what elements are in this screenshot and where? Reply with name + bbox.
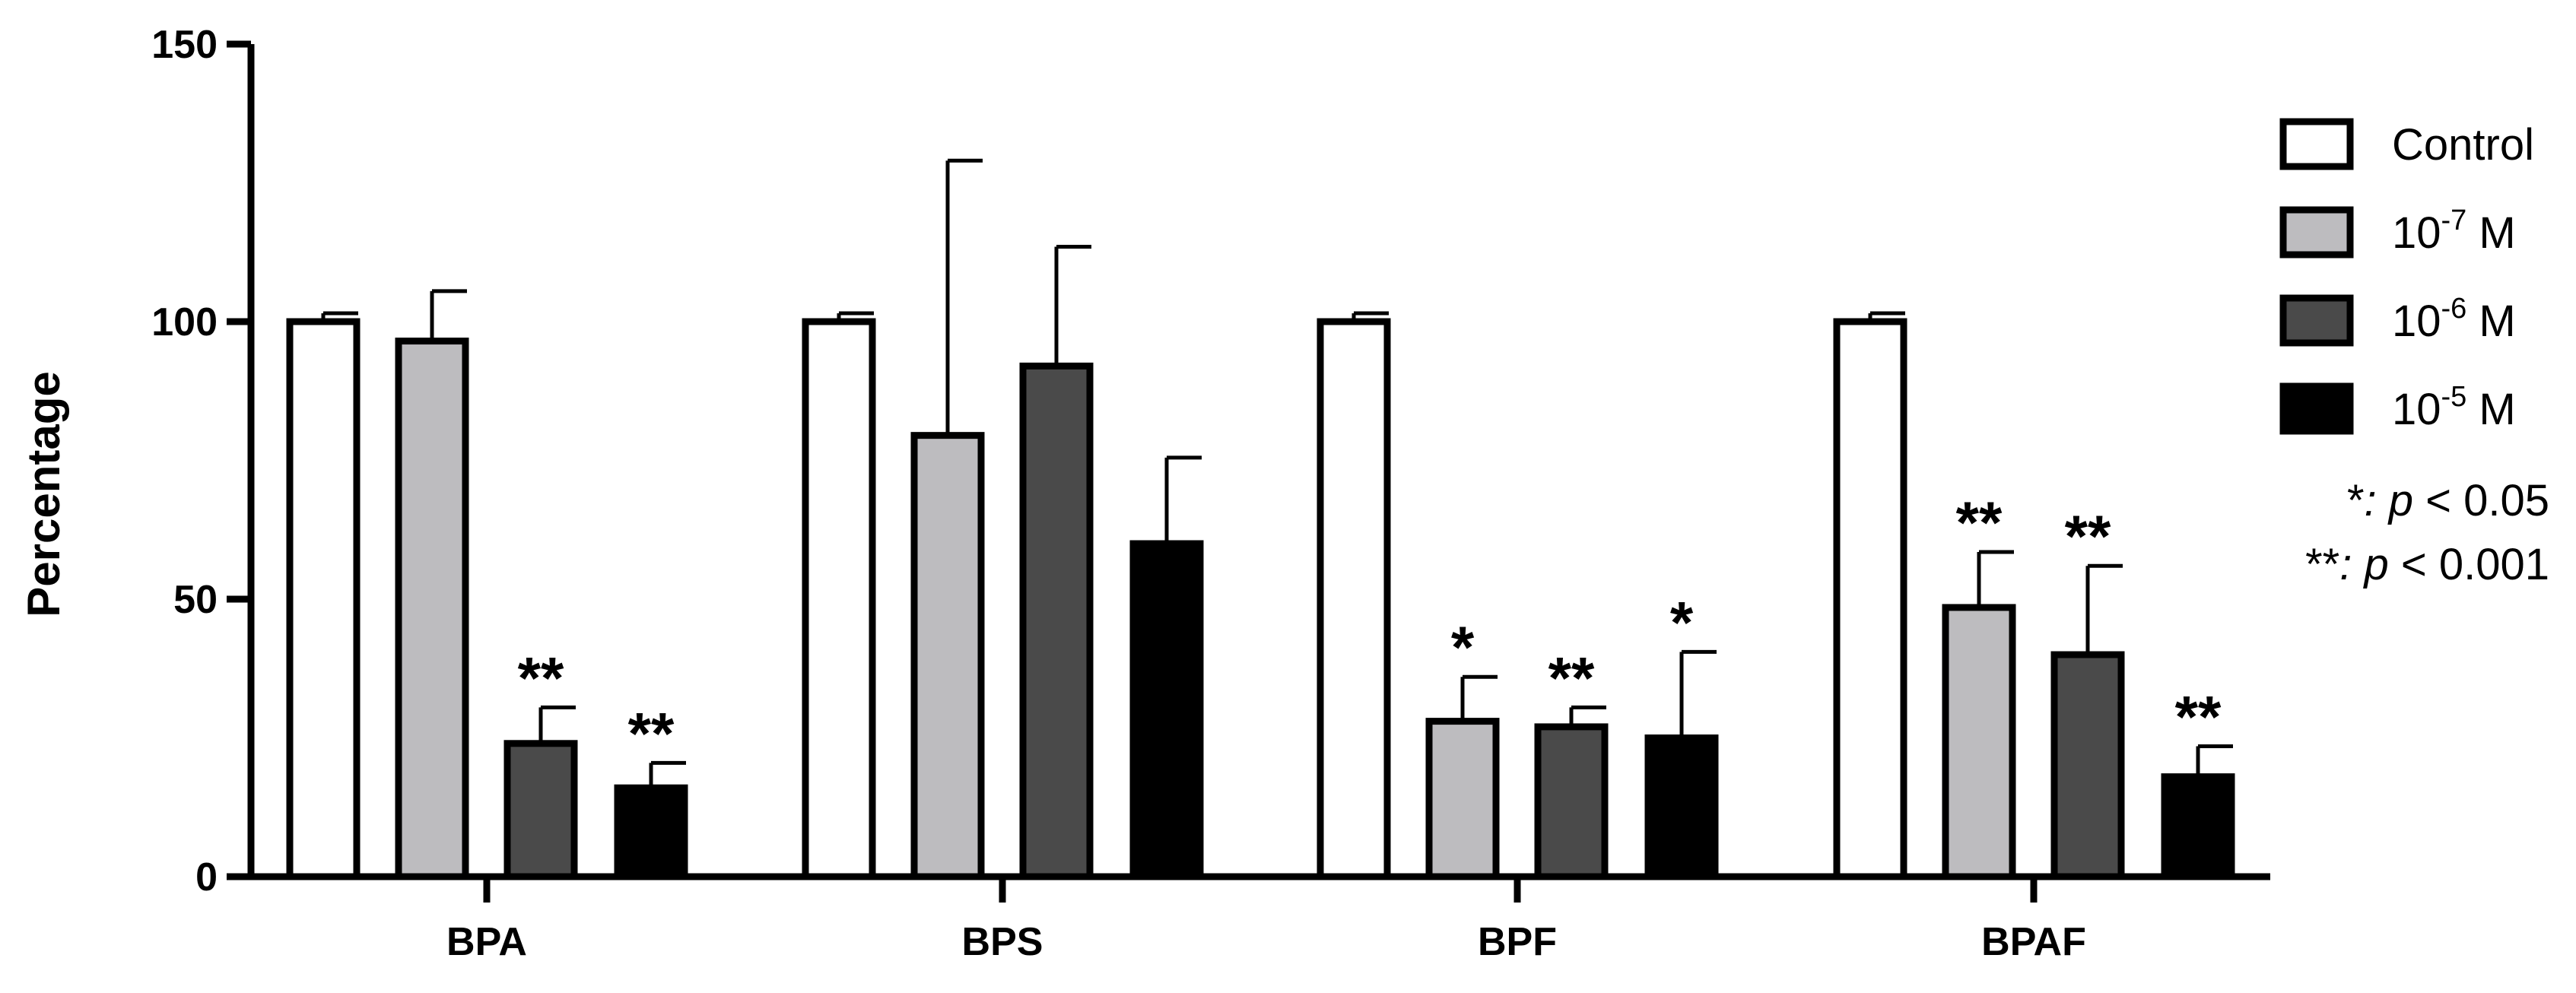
bar-bpaf-1 [1942,604,2016,880]
legend-swatch [2279,294,2354,347]
significance-label: ** [2065,503,2111,569]
y-tick-label: 100 [151,300,218,344]
bar-bps-0 [802,318,876,880]
bar-bpa-2 [503,740,578,880]
bar-bpaf-3 [2161,773,2235,880]
y-tick-label: 50 [173,578,218,622]
legend-label: 10-5 M [2392,381,2516,434]
bar-bps-1 [910,432,985,880]
significance-label: ** [1956,489,2003,556]
y-tick-label: 0 [195,855,218,899]
x-tick-label: BPAF [1981,920,2086,964]
significance-label: * [1670,589,1694,655]
significance-label: ** [2175,683,2222,750]
significance-label: * [1451,614,1475,681]
legend-label: Control [2392,120,2534,170]
legend-swatch [2279,118,2354,170]
bar-bpf-3 [1644,734,1719,880]
legend-swatch [2279,382,2354,435]
significance-label: ** [518,644,564,711]
significance-label: ** [628,700,675,766]
y-tick-label: 150 [151,23,218,67]
legend-label: 10-6 M [2392,293,2516,346]
bar-bpa-1 [395,338,469,880]
bar-bpf-1 [1425,718,1500,880]
bar-bpa-3 [614,784,688,880]
significance-label: ** [1548,644,1595,711]
x-tick-label: BPA [446,920,527,964]
significance-note: *: p < 0.05 [2347,476,2549,525]
bar-bpa-0 [286,318,361,880]
bar-bpaf-0 [1833,318,1907,880]
bar-bpf-2 [1534,723,1609,880]
significance-note: **: p < 0.001 [2305,540,2549,589]
x-tick-label: BPF [1478,920,1557,964]
legend-swatch [2279,206,2354,259]
x-tick-label: BPS [962,920,1043,964]
bar-bps-3 [1129,540,1204,880]
bar-bpf-0 [1317,318,1391,880]
bar-bpaf-2 [2050,651,2125,880]
y-axis-label: Percentage [18,371,69,617]
bar-bps-2 [1019,362,1094,880]
legend-label: 10-7 M [2392,205,2516,258]
